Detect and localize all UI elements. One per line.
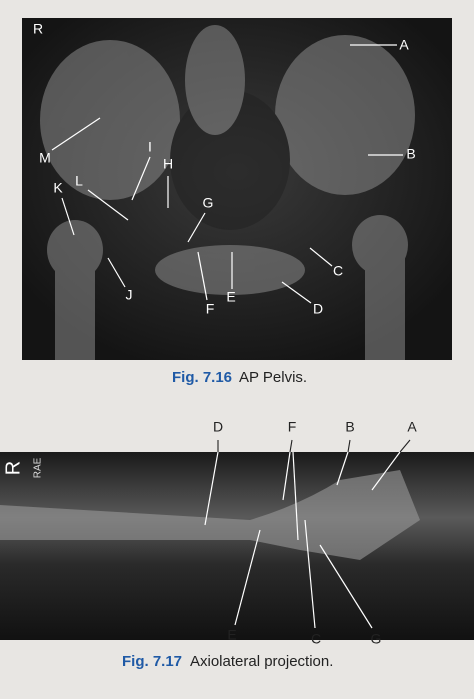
label: G <box>371 631 382 647</box>
leader <box>309 247 333 267</box>
label: F <box>288 419 297 435</box>
leader <box>281 281 312 304</box>
leader <box>347 439 351 453</box>
label: D <box>313 301 323 317</box>
label: B <box>406 146 415 162</box>
label: G <box>203 195 214 211</box>
initials: RAE <box>33 457 44 478</box>
label: A <box>399 37 409 53</box>
label: H <box>163 156 173 172</box>
label: E <box>227 627 236 643</box>
label: C <box>333 263 343 279</box>
leader <box>399 439 411 453</box>
caption-text: Axiolateral projection. <box>190 653 333 670</box>
leader <box>319 544 373 629</box>
leader <box>292 451 299 541</box>
figure-ap-pelvis: R A B C D E F G H I J K L M Fig. 7.16 AP… <box>22 18 452 386</box>
label: M <box>39 150 51 166</box>
label: C <box>311 631 321 647</box>
leader <box>336 451 349 486</box>
leader <box>371 451 401 491</box>
bone-shape <box>0 470 420 560</box>
leader <box>61 197 75 236</box>
figure-axiolateral: R RAE D F B A E C G Fig. 7.17 Axiolatera… <box>0 419 474 670</box>
label: E <box>226 289 235 305</box>
label: L <box>75 173 83 189</box>
leader <box>289 439 293 453</box>
leader <box>107 257 126 288</box>
label: J <box>126 287 133 303</box>
leader <box>234 529 261 626</box>
leader <box>187 212 206 243</box>
label: K <box>53 180 63 196</box>
side-marker: R <box>2 461 24 475</box>
label: I <box>148 139 152 155</box>
caption-number: Fig. 7.16 <box>172 369 232 386</box>
caption-text: AP Pelvis. <box>239 369 307 386</box>
leader <box>131 156 151 201</box>
caption-number: Fig. 7.17 <box>122 653 182 670</box>
label: B <box>345 419 354 435</box>
label: A <box>407 419 417 435</box>
leader <box>304 519 316 629</box>
leader <box>282 451 291 501</box>
side-marker: R <box>33 21 43 37</box>
leader <box>197 251 208 301</box>
label: F <box>206 301 215 317</box>
leader <box>51 117 101 151</box>
leader <box>87 189 129 221</box>
leader <box>204 451 219 526</box>
label: D <box>213 419 223 435</box>
